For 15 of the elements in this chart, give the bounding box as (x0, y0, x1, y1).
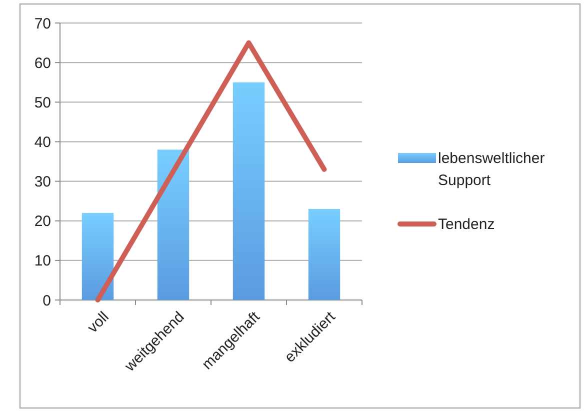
y-tick-label: 50 (34, 94, 51, 112)
y-tick-label: 30 (34, 174, 51, 191)
legend-label: lebensweltlicher Support (438, 150, 545, 189)
bar (308, 208, 340, 300)
y-tick-label: 40 (34, 134, 51, 151)
y-tick-label: 10 (34, 252, 51, 270)
y-tick-label: 60 (34, 54, 51, 72)
bar (232, 82, 265, 300)
x-tick-label: voll (84, 308, 112, 336)
bar (157, 150, 190, 300)
legend-label: Tendenz (438, 216, 495, 233)
y-tick-label: 0 (42, 292, 51, 310)
y-tick-label: 70 (34, 15, 51, 32)
bar (82, 212, 114, 300)
y-tick-label: 20 (34, 213, 51, 230)
